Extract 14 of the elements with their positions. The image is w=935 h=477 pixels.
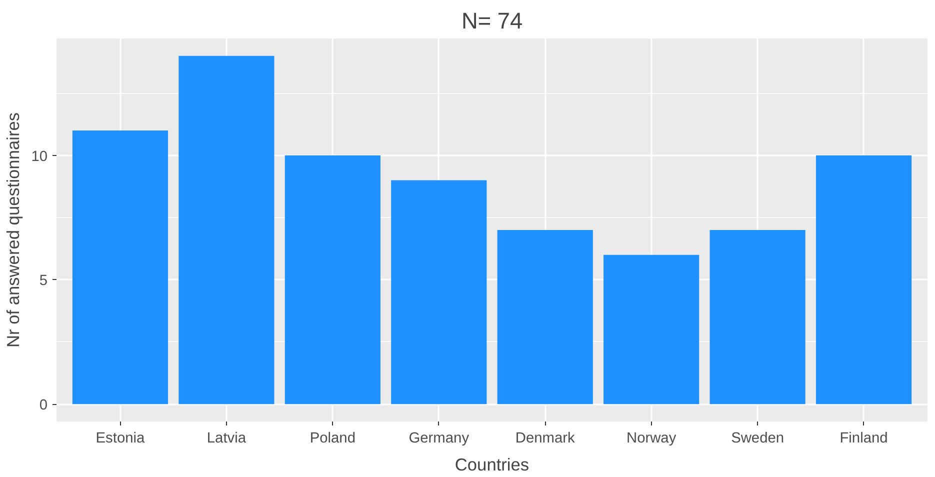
chart-title: N= 74: [461, 8, 523, 34]
x-axis-title: Countries: [454, 454, 530, 474]
x-tick-label: Latvia: [206, 430, 247, 446]
x-tick-label: Poland: [310, 430, 356, 446]
x-tick-label: Denmark: [515, 430, 576, 446]
x-tick-label: Norway: [626, 430, 677, 446]
x-tick-label: Estonia: [96, 430, 146, 446]
y-axis-title: Nr of answered questionnaires: [3, 112, 24, 348]
y-tick-label: 5: [39, 273, 48, 290]
y-tick-label: 0: [39, 398, 48, 414]
y-tick-label: 10: [31, 148, 48, 165]
x-tick-label: Germany: [408, 430, 470, 446]
x-tick-label: Finland: [840, 430, 888, 446]
x-tick-label: Sweden: [731, 430, 784, 446]
